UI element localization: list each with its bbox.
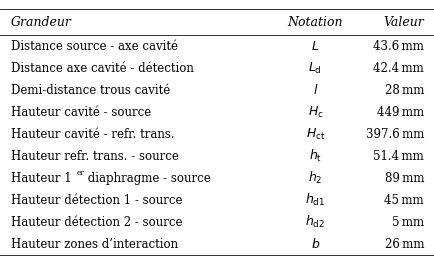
Text: 28 mm: 28 mm	[384, 84, 423, 97]
Text: $h_{\mathrm{d1}}$: $h_{\mathrm{d1}}$	[305, 192, 325, 208]
Text: $l$: $l$	[312, 83, 317, 97]
Text: Hauteur détection 2 - source: Hauteur détection 2 - source	[11, 216, 182, 229]
Text: Grandeur: Grandeur	[11, 16, 72, 29]
Text: Hauteur zones d’interaction: Hauteur zones d’interaction	[11, 238, 178, 251]
Text: diaphragme - source: diaphragme - source	[84, 172, 210, 185]
Text: Hauteur refr. trans. - source: Hauteur refr. trans. - source	[11, 150, 178, 163]
Text: Valeur: Valeur	[382, 16, 423, 29]
Text: Hauteur détection 1 - source: Hauteur détection 1 - source	[11, 194, 182, 207]
Text: 43.6 mm: 43.6 mm	[372, 40, 423, 53]
Text: Hauteur cavité - refr. trans.: Hauteur cavité - refr. trans.	[11, 128, 174, 141]
Text: $b$: $b$	[310, 237, 319, 251]
Text: $h_{2}$: $h_{2}$	[307, 170, 322, 186]
Text: $L_{\mathrm{d}}$: $L_{\mathrm{d}}$	[308, 61, 322, 76]
Text: 397.6 mm: 397.6 mm	[365, 128, 423, 141]
Text: er: er	[77, 169, 85, 177]
Text: 5 mm: 5 mm	[391, 216, 423, 229]
Text: $h_{\mathrm{d2}}$: $h_{\mathrm{d2}}$	[305, 214, 325, 230]
Text: 26 mm: 26 mm	[384, 238, 423, 251]
Text: $h_{\mathrm{t}}$: $h_{\mathrm{t}}$	[308, 148, 321, 164]
Text: Distance source - axe cavité: Distance source - axe cavité	[11, 40, 178, 53]
Text: $H_{\mathrm{c}}$: $H_{\mathrm{c}}$	[307, 105, 322, 120]
Text: Hauteur cavité - source: Hauteur cavité - source	[11, 106, 151, 119]
Text: Demi-distance trous cavité: Demi-distance trous cavité	[11, 84, 170, 97]
Text: Notation: Notation	[287, 16, 342, 29]
Text: 449 mm: 449 mm	[376, 106, 423, 119]
Text: $L$: $L$	[311, 40, 319, 53]
Text: Hauteur 1: Hauteur 1	[11, 172, 71, 185]
Text: 51.4 mm: 51.4 mm	[372, 150, 423, 163]
Text: 89 mm: 89 mm	[384, 172, 423, 185]
Text: 45 mm: 45 mm	[384, 194, 423, 207]
Text: $H_{\mathrm{ct}}$: $H_{\mathrm{ct}}$	[305, 127, 324, 142]
Text: 42.4 mm: 42.4 mm	[372, 62, 423, 75]
Text: Distance axe cavité - détection: Distance axe cavité - détection	[11, 62, 193, 75]
